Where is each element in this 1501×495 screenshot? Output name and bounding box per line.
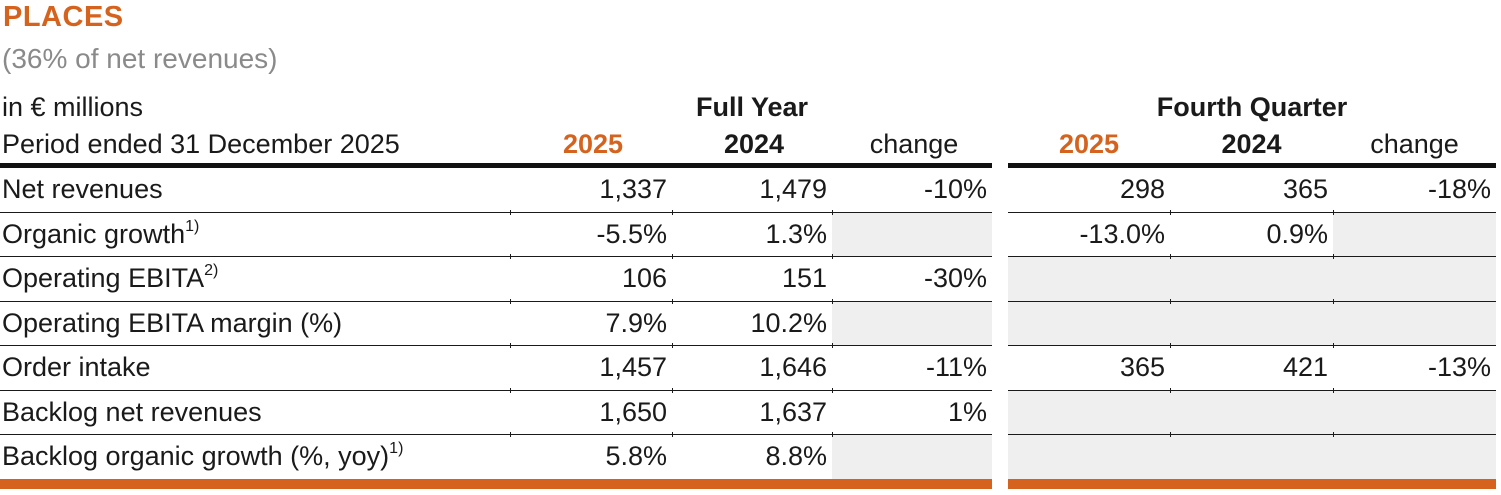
cell-fq-change: -18%	[1427, 174, 1491, 204]
cell-fy-change: 1%	[832, 387, 992, 435]
table-row: Backlog organic growth (%, yoy)1) 5.8% 8.8…	[0, 432, 992, 479]
fourth-quarter-col-2025: 2025	[1058, 129, 1120, 159]
row-label: Order intake	[2, 352, 151, 382]
cell-fy-change: -10%	[923, 174, 987, 204]
table-row: Net revenues 1,337 1,479 -10%	[0, 168, 992, 212]
cell-fy-y2025: 106	[510, 254, 672, 301]
cell-fq-y2024	[1170, 432, 1333, 479]
table-row: 298 365 -18%	[1008, 168, 1496, 212]
table-row: Operating EBITA2) 106 151 -30%	[0, 254, 992, 301]
page-title: PLACES	[3, 1, 124, 33]
cell-fq-y2025: 365	[1119, 352, 1165, 382]
cell-fq-change	[1333, 209, 1496, 256]
cell-fq-y2024	[1170, 387, 1333, 434]
full-year-table: in € millions Full Year Period ended 31 …	[0, 84, 992, 489]
fourth-quarter-col-change: change	[1370, 129, 1459, 159]
fourth-quarter-table-body: 298 365 -18% -13.0% 0.9% 365 421 -13%	[1008, 168, 1496, 479]
cell-fy-y2025: 1,650	[510, 387, 672, 435]
table-row	[1008, 254, 1496, 301]
row-label: Operating EBITA2)	[2, 262, 219, 294]
cell-fy-y2024: 10.2%	[672, 298, 832, 346]
fourth-quarter-col-2024: 2024	[1221, 129, 1282, 159]
table-row: 365 421 -13%	[1008, 343, 1496, 390]
table-row: Order intake 1,457 1,646 -11%	[0, 343, 992, 390]
footnote-marker: 1)	[185, 217, 200, 235]
cell-fq-change	[1333, 298, 1496, 345]
fourth-quarter-column-header-row: 2025 2024 change	[1008, 126, 1496, 168]
cell-fq-y2024: 0.9%	[1170, 209, 1333, 257]
cell-fq-y2025	[1008, 257, 1170, 301]
row-label: Net revenues	[2, 174, 163, 204]
cell-fq-y2024: 365	[1282, 174, 1328, 204]
cell-fq-change	[1333, 254, 1496, 301]
cell-fy-y2024: 1.3%	[672, 209, 832, 257]
cell-fy-change	[832, 432, 992, 479]
table-row: Organic growth1) -5.5% 1.3%	[0, 209, 992, 257]
full-year-col-2024: 2024	[723, 129, 785, 159]
fourth-quarter-group-header: Fourth Quarter	[1156, 92, 1348, 122]
full-year-meta-row: in € millions Full Year	[0, 84, 992, 126]
row-label: Organic growth1)	[2, 217, 200, 249]
cell-fq-y2024: 421	[1170, 343, 1333, 390]
cell-fy-y2025: 7.9%	[510, 298, 672, 346]
footnote-marker: 2)	[204, 262, 219, 279]
row-label: Backlog organic growth (%, yoy)1)	[2, 440, 404, 472]
cell-fy-y2024: 8.8%	[672, 432, 832, 479]
cell-fy-y2024: 1,646	[672, 343, 832, 390]
cell-fq-change	[1333, 387, 1496, 434]
table-row	[1008, 387, 1496, 434]
table-row	[1008, 432, 1496, 479]
cell-fq-y2025: -13.0%	[1079, 218, 1165, 249]
cell-fy-y2025: 1,337	[599, 174, 667, 204]
fourth-quarter-meta-row: Fourth Quarter	[1008, 84, 1496, 126]
cell-fy-change: -30%	[832, 254, 992, 301]
cell-fy-y2025: 5.8%	[510, 432, 672, 479]
cell-fq-y2024	[1170, 254, 1333, 301]
cell-fy-y2024: 1,637	[672, 387, 832, 435]
row-label: Backlog net revenues	[2, 396, 262, 427]
full-year-column-header-row: Period ended 31 December 2025 2025 2024 …	[0, 126, 992, 168]
full-year-col-change: change	[869, 129, 959, 159]
period-label: Period ended 31 December 2025	[2, 129, 400, 159]
cell-fy-change	[832, 209, 992, 256]
fourth-quarter-bottom-accent-bar	[1008, 478, 1496, 489]
cell-fq-y2025	[1008, 390, 1170, 434]
cell-fy-change: -11%	[832, 343, 992, 390]
full-year-bottom-accent-bar	[0, 478, 992, 489]
row-label: Operating EBITA margin (%)	[2, 307, 343, 338]
cell-fq-change: -13%	[1333, 343, 1496, 390]
units-label: in € millions	[2, 92, 144, 122]
cell-fy-change	[832, 298, 992, 345]
full-year-col-2025: 2025	[562, 129, 624, 159]
table-row: Backlog net revenues 1,650 1,637 1%	[0, 387, 992, 435]
cell-fy-y2025: -5.5%	[510, 209, 672, 257]
cell-fq-y2025	[1008, 301, 1170, 345]
cell-fy-y2025: 1,457	[510, 343, 672, 390]
full-year-table-body: Net revenues 1,337 1,479 -10% Organic growth…	[0, 168, 992, 479]
segment-share-subtitle: (36% of net revenues)	[2, 43, 278, 74]
cell-fq-y2025	[1008, 435, 1170, 479]
table-row	[1008, 298, 1496, 345]
full-year-group-header: Full Year	[695, 92, 809, 122]
fourth-quarter-table: Fourth Quarter 2025 2024 change 298 365 -1…	[1008, 84, 1496, 489]
cell-fy-y2024: 151	[672, 254, 832, 301]
footnote-marker: 1)	[389, 440, 404, 457]
cell-fq-y2025: 298	[1119, 174, 1165, 204]
cell-fy-y2024: 1,479	[759, 174, 827, 204]
cell-fq-change	[1333, 432, 1496, 479]
table-row: Operating EBITA margin (%) 7.9% 10.2%	[0, 298, 992, 346]
cell-fq-y2024	[1170, 298, 1333, 345]
table-row: -13.0% 0.9%	[1008, 209, 1496, 257]
